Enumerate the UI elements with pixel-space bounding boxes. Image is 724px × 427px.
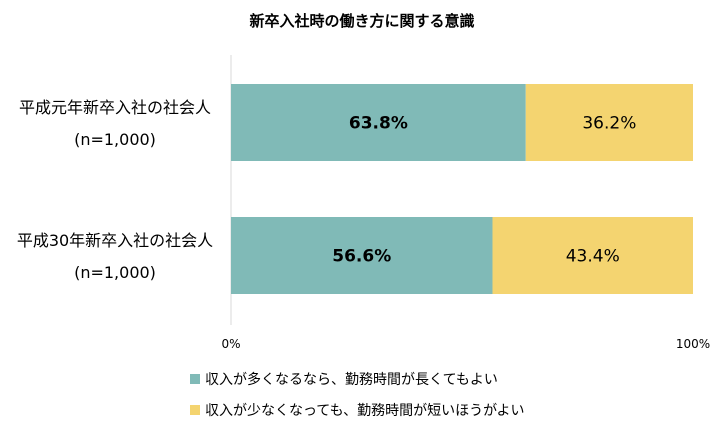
legend: 収入が多くなるなら、勤務時間が長くてもよい収入が少なくなっても、勤務時間が短いほ… <box>190 371 524 419</box>
x-tick-label-1: 0% <box>221 337 240 351</box>
x-tick-labels: 0% 100% <box>221 337 710 351</box>
bar-segment-2-2 <box>492 217 693 294</box>
chart-title: 新卒入社時の働き方に関する意識 <box>249 12 474 30</box>
bar-segment-2-1 <box>231 217 493 294</box>
bar-segment-1-2 <box>525 84 693 161</box>
data-label-1-2: 36.2% <box>582 114 636 134</box>
category-labels: 平成元年新卒入社の社会人 (n=1,000) 平成30年新卒入社の社会人 (n=1,0… <box>17 98 213 282</box>
category-label-2-line-2: (n=1,000) <box>74 263 156 282</box>
data-label-2-1: 56.6% <box>332 247 391 267</box>
bar-segment-1-1 <box>231 84 526 161</box>
bars-group: 63.8% 36.2% 56.6% 43.4% <box>231 84 693 294</box>
category-label-2-line-1: 平成30年新卒入社の社会人 <box>17 231 213 250</box>
legend-swatch-2 <box>190 405 200 415</box>
x-tick-label-2: 100% <box>676 337 710 351</box>
category-label-1-line-2: (n=1,000) <box>74 130 156 149</box>
legend-label-1: 収入が多くなるなら、勤務時間が長くてもよい <box>205 371 498 388</box>
legend-swatch-1 <box>190 374 200 384</box>
category-label-1-line-1: 平成元年新卒入社の社会人 <box>19 98 211 117</box>
legend-label-2: 収入が少なくなっても、勤務時間が短いほうがよい <box>205 403 524 419</box>
data-label-1-1: 63.8% <box>349 114 408 134</box>
data-label-2-2: 43.4% <box>566 247 620 267</box>
